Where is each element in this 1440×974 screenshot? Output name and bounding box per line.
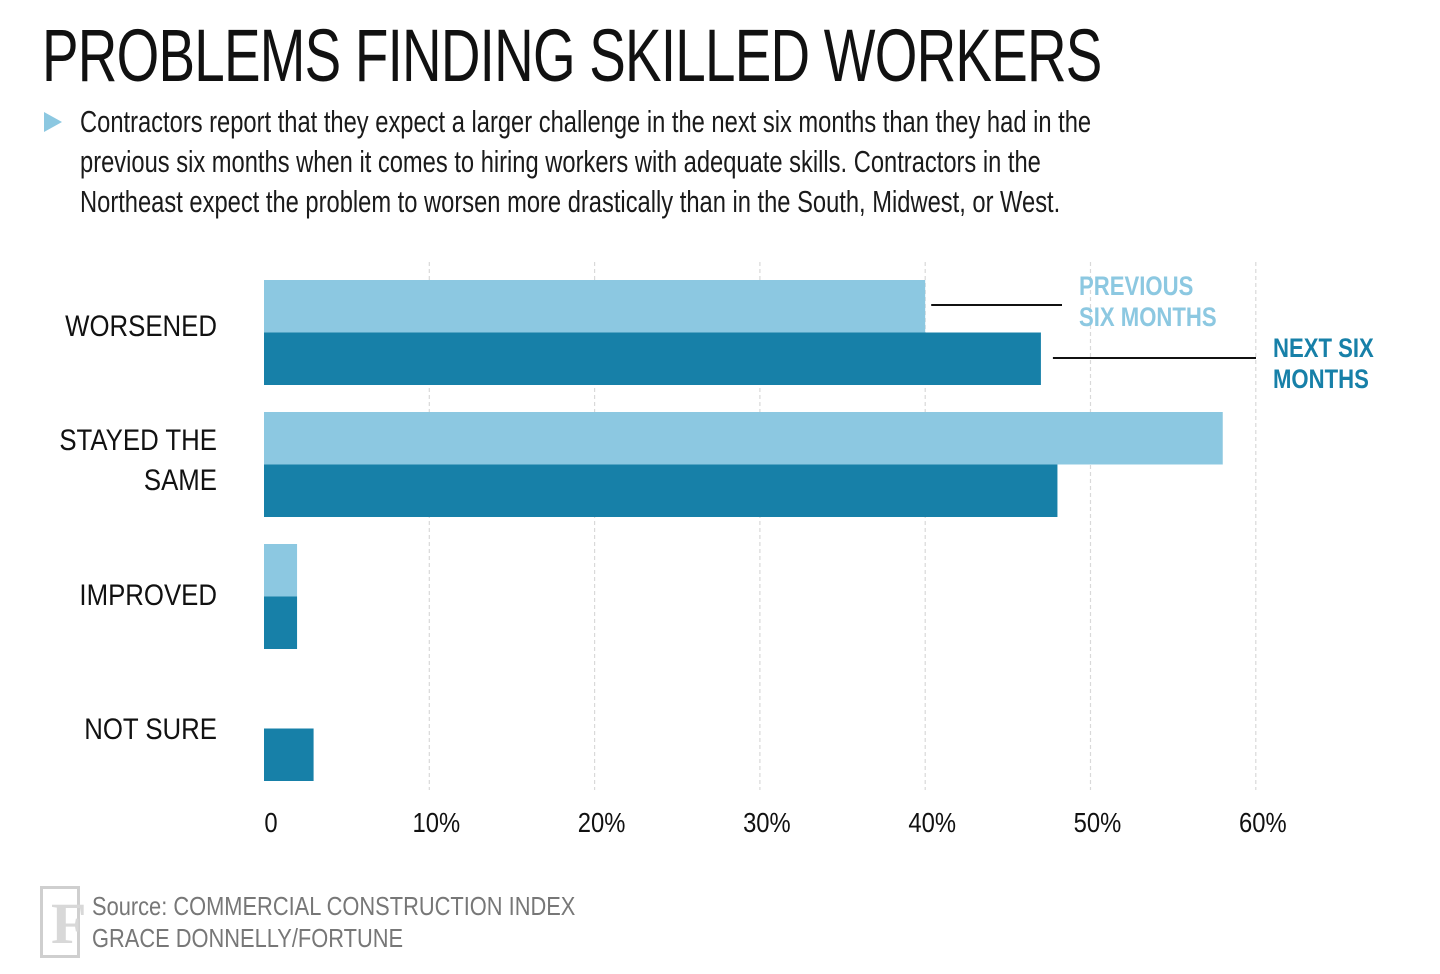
bar-next bbox=[264, 332, 1041, 385]
x-tick-label: 20% bbox=[578, 806, 626, 838]
x-tick-label: 40% bbox=[908, 806, 956, 838]
category-label: NOT SURE bbox=[84, 712, 217, 745]
bar-previous bbox=[264, 412, 1223, 465]
category-label: WORSENED bbox=[65, 309, 217, 342]
legend-label: PREVIOUS bbox=[1079, 272, 1193, 302]
bar-previous bbox=[264, 280, 926, 333]
x-tick-label: 30% bbox=[743, 806, 791, 838]
chart-title: PROBLEMS FINDING SKILLED WORKERS bbox=[42, 14, 1102, 97]
source-credit: Source: COMMERCIAL CONSTRUCTION INDEX GR… bbox=[92, 890, 575, 954]
category-label: SAME bbox=[144, 463, 217, 496]
subtitle-text: Contractors report that they expect a la… bbox=[80, 104, 1092, 219]
category-label: IMPROVED bbox=[79, 578, 217, 611]
legend-label: SIX MONTHS bbox=[1079, 303, 1217, 333]
legend-label: MONTHS bbox=[1273, 365, 1369, 395]
category-label: STAYED THE bbox=[59, 423, 217, 456]
bar-previous bbox=[264, 544, 298, 597]
x-tick-label: 60% bbox=[1239, 806, 1287, 838]
bar-next bbox=[264, 596, 298, 649]
fortune-logo-icon: F bbox=[40, 886, 86, 958]
bar-next bbox=[264, 728, 314, 781]
x-tick-label: 10% bbox=[412, 806, 460, 838]
x-tick-label: 50% bbox=[1074, 806, 1122, 838]
legend-label: NEXT SIX bbox=[1273, 334, 1374, 364]
triangle-bullet-icon bbox=[44, 112, 62, 132]
bar-next bbox=[264, 464, 1058, 517]
source-line: Source: COMMERCIAL CONSTRUCTION INDEX bbox=[92, 891, 576, 921]
credit-line: GRACE DONNELLY/FORTUNE bbox=[92, 923, 404, 953]
x-tick-label: 0 bbox=[264, 806, 277, 838]
